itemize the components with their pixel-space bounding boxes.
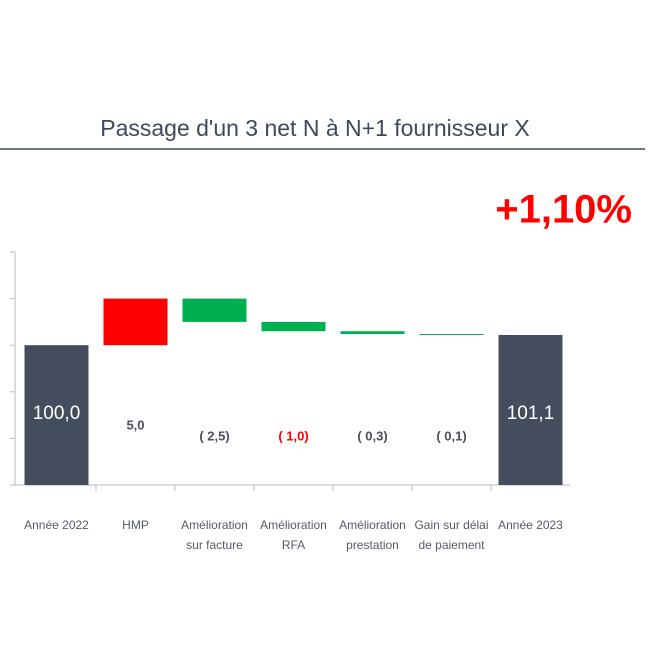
value-label: 5,0: [126, 417, 144, 432]
value-label: ( 2,5): [199, 428, 229, 443]
bar: [182, 298, 247, 322]
value-label: ( 0,3): [357, 428, 387, 443]
bar: [340, 331, 405, 335]
x-tick-label: Amélioration sur facture: [181, 518, 248, 552]
bar: [103, 298, 168, 346]
value-label: 101,1: [507, 403, 555, 424]
bar: [419, 334, 484, 336]
chart-title: Passage d'un 3 net N à N+1 fournisseur X: [100, 115, 530, 141]
bar: [261, 321, 326, 332]
x-tick-label: Gain sur délai de paiement: [414, 518, 489, 552]
annotation: +1,10%: [495, 188, 632, 232]
x-tick-label: HMP: [122, 518, 149, 532]
bar: [24, 345, 89, 485]
value-label: ( 0,1): [436, 428, 466, 443]
x-tick-label: Année 2023: [498, 518, 563, 532]
value-label: 100,0: [33, 403, 81, 424]
x-tick-label: Amélioration prestation: [339, 518, 406, 552]
value-label: ( 1,0): [278, 428, 308, 443]
x-tick-label: Année 2022: [24, 518, 89, 532]
bar: [498, 334, 563, 485]
x-tick-label: Amélioration RFA: [260, 518, 327, 552]
